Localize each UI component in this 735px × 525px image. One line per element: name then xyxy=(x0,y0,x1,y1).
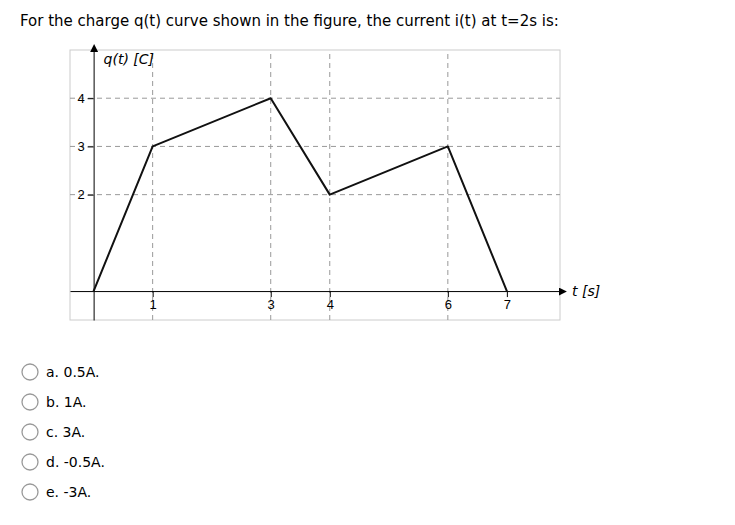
option-label: e. -3A. xyxy=(46,484,91,500)
y-tick: 2 xyxy=(77,187,93,202)
v-line xyxy=(447,50,448,320)
y-axis-label: q(t) [C] xyxy=(104,51,154,67)
x-axis-line xyxy=(71,291,561,292)
x-axis-label: t [s] xyxy=(572,283,600,299)
plot-frame xyxy=(70,50,560,320)
y-axis-line xyxy=(94,51,95,321)
title: For the charge q(t) curve shown in the f… xyxy=(20,12,559,30)
x-axis: 1 3 4 6 7 xyxy=(71,291,561,312)
v-line xyxy=(329,50,330,320)
radio-button[interactable] xyxy=(22,454,38,470)
radio-button[interactable] xyxy=(22,364,38,380)
y-tick-mark xyxy=(88,195,94,196)
x-tick-label: 7 xyxy=(504,297,511,312)
reference-lines xyxy=(70,50,560,320)
x-tick-label: 3 xyxy=(268,297,275,312)
radio-button[interactable] xyxy=(22,484,38,500)
curve xyxy=(94,98,507,291)
x-tick-mark xyxy=(448,291,449,297)
h-line xyxy=(70,146,560,147)
x-tick: 7 xyxy=(504,291,511,312)
option-label: c. 3A. xyxy=(46,424,85,440)
x-tick: 6 xyxy=(445,291,452,312)
option-label: d. -0.5A. xyxy=(46,454,105,470)
radio-button[interactable] xyxy=(22,424,38,440)
y-axis: 2 3 4 xyxy=(77,51,94,321)
x-tick: 1 xyxy=(150,291,157,312)
x-tick-mark xyxy=(330,291,331,297)
h-line xyxy=(70,98,560,99)
option-label: a. 0.5A. xyxy=(46,364,100,380)
x-tick-label: 4 xyxy=(327,297,334,312)
x-tick-label: 6 xyxy=(445,297,452,312)
option-label: b. 1A. xyxy=(46,394,86,410)
options: a. 0.5A. b. 1A. c. 3A. d. -0.5A. e. -3A. xyxy=(22,364,105,500)
y-tick: 4 xyxy=(77,91,93,106)
v-line xyxy=(152,50,153,320)
y-tick-mark xyxy=(88,146,94,147)
data-marks xyxy=(94,98,507,291)
v-line xyxy=(270,50,271,320)
radio-button[interactable] xyxy=(22,394,38,410)
x-tick: 4 xyxy=(327,291,334,312)
x-tick-mark xyxy=(271,291,272,297)
x-tick-mark xyxy=(153,291,154,297)
y-tick-mark xyxy=(88,98,94,99)
chart: For the charge q(t) curve shown in the f… xyxy=(0,0,735,525)
y-tick-label: 3 xyxy=(77,139,84,154)
h-line xyxy=(70,194,560,195)
y-tick-label: 4 xyxy=(77,91,84,106)
x-tick: 3 xyxy=(268,291,275,312)
x-tick-label: 1 xyxy=(150,297,157,312)
y-tick: 3 xyxy=(77,139,93,154)
y-tick-label: 2 xyxy=(77,187,84,202)
